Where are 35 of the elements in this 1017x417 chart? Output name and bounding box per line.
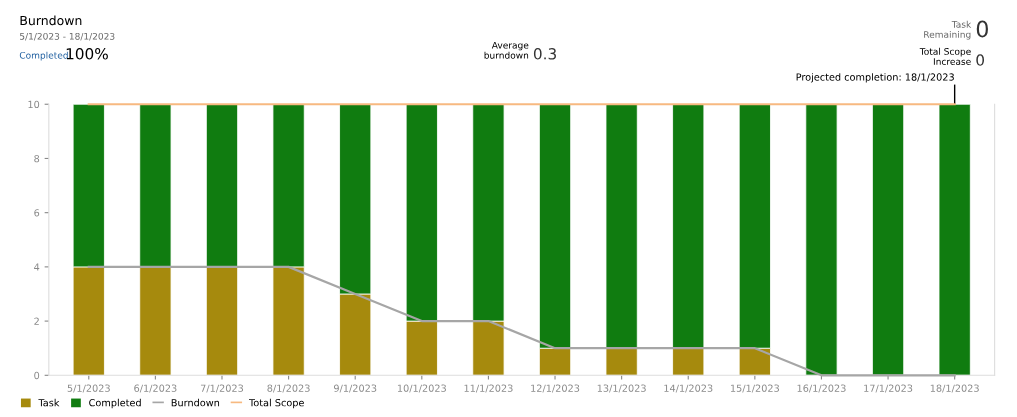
x-tick-label: 7/1/2023 [200, 384, 244, 393]
x-tick-label: 13/1/2023 [597, 384, 646, 393]
x-tick-label: 6/1/2023 [134, 384, 177, 393]
chart-subtitle: 5/1/2023 - 18/1/2023 [20, 32, 115, 41]
text: 0 [976, 20, 988, 38]
text: Completed [19, 51, 68, 61]
ref-line-label: Projected completion: 18/1/2023 [796, 73, 954, 83]
text: 0.3 [533, 48, 556, 60]
y-tick-label: 8 [34, 154, 40, 163]
chart-title: Burndown [20, 15, 82, 26]
x-tick-label: 5/1/2023 [67, 384, 110, 393]
y-tick-label: 10 [28, 100, 40, 109]
text: Total Scope Increase [919, 47, 971, 65]
x-tick-label: 12/1/2023 [531, 384, 580, 393]
text: 100% [66, 48, 108, 60]
text: 0 [976, 54, 985, 66]
x-tick-label: 15/1/2023 [730, 384, 779, 393]
y-tick-label: 2 [34, 317, 39, 325]
x-tick-label: 18/1/2023 [930, 384, 979, 393]
legend-label: Completed [89, 398, 141, 409]
legend-label: Total Scope [248, 398, 304, 409]
text: Average burndown [484, 41, 529, 59]
text: Task Remaining [924, 20, 972, 40]
y-tick-label: 6 [34, 209, 40, 217]
x-tick-label: 10/1/2023 [397, 384, 446, 393]
x-tick-label: 17/1/2023 [864, 384, 913, 393]
legend-label: Task [38, 398, 60, 407]
x-tick-label: 14/1/2023 [664, 384, 713, 393]
legend-label: Burndown [171, 398, 220, 407]
y-tick-label: 4 [34, 263, 40, 271]
x-tick-label: 8/1/2023 [267, 384, 310, 393]
x-tick-label: 16/1/2023 [797, 384, 846, 393]
y-tick-label: 0 [34, 371, 40, 380]
x-tick-label: 11/1/2023 [464, 384, 513, 393]
x-tick-label: 9/1/2023 [333, 384, 377, 393]
